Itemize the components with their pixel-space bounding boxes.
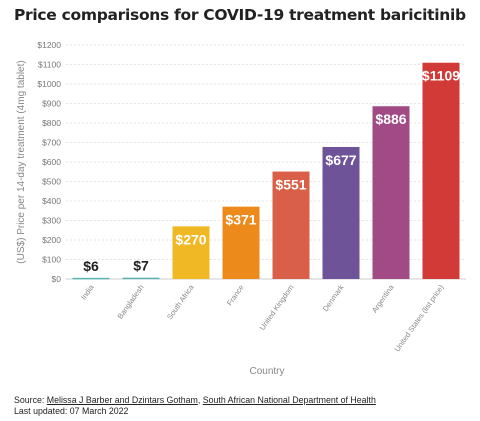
y-tick-label: $1100	[38, 60, 61, 70]
x-axis-title: Country	[249, 366, 284, 377]
bar[interactable]	[222, 206, 260, 279]
value-label: $270	[175, 231, 206, 247]
value-labels: $6 $7 $270 $371 $551 $677 $886 $1109	[83, 68, 460, 274]
y-axis-ticks: $0 $100 $200 $300 $400 $500 $600 $700 $800 $900 $1…	[37, 40, 61, 284]
x-tick-label: France	[225, 283, 246, 307]
y-tick-label: $100	[42, 255, 61, 265]
x-tick-label: Bangladesh	[116, 283, 146, 321]
bar[interactable]	[172, 226, 210, 279]
value-label: $6	[83, 258, 99, 274]
last-updated: Last updated: 07 March 2022	[14, 406, 129, 416]
source-prefix: Source:	[14, 395, 47, 405]
y-tick-label: $0	[52, 274, 62, 284]
bar[interactable]	[272, 171, 310, 279]
bar[interactable]	[72, 277, 110, 280]
value-label: $551	[275, 177, 306, 193]
chart-title: Price comparisons for COVID-19 treatment…	[14, 6, 466, 24]
bar[interactable]	[422, 62, 460, 280]
y-tick-label: $400	[42, 196, 61, 206]
bar[interactable]	[372, 106, 410, 279]
x-axis-ticks: India Bangladesh South Africa France United …	[79, 282, 446, 353]
value-label: $1109	[422, 68, 460, 84]
y-tick-label: $700	[42, 138, 61, 148]
y-tick-label: $600	[42, 157, 61, 167]
bars	[72, 62, 460, 280]
value-label: $371	[225, 212, 256, 228]
value-label: $886	[375, 111, 406, 127]
source-link-authors[interactable]: Melissa J Barber and Dzintars Gotham	[46, 395, 198, 405]
y-tick-label: $900	[42, 99, 61, 109]
chart-footer: Source: Melissa J Barber and Dzintars Go…	[14, 395, 376, 417]
value-label: $677	[325, 152, 356, 168]
source-line: Source: Melissa J Barber and Dzintars Go…	[14, 395, 376, 406]
y-tick-label: $1000	[37, 79, 61, 89]
value-label: $7	[133, 258, 149, 274]
x-tick-label: United States (list price)	[393, 283, 446, 354]
y-tick-label: $800	[42, 118, 61, 128]
y-tick-label: $500	[42, 177, 61, 187]
source-link-department[interactable]: South African National Department of Hea…	[202, 395, 376, 405]
y-axis-title: (US$) Price per 14-day treatment (4mg ta…	[16, 60, 27, 263]
x-tick-label: United Kingdom	[258, 283, 296, 332]
x-tick-label: Argentina	[370, 282, 396, 314]
y-tick-label: $200	[42, 235, 61, 245]
bar[interactable]	[322, 146, 360, 279]
x-tick-label: India	[79, 282, 96, 301]
x-tick-label: South Africa	[165, 282, 196, 321]
bar-chart: $0 $100 $200 $300 $400 $500 $600 $700 $800 $900 $1…	[16, 40, 466, 377]
source-separator: ,	[197, 395, 203, 405]
x-tick-label: Denmark	[321, 283, 346, 313]
y-tick-label: $300	[42, 216, 61, 226]
bar[interactable]	[122, 277, 160, 280]
y-tick-label: $1200	[37, 40, 61, 50]
